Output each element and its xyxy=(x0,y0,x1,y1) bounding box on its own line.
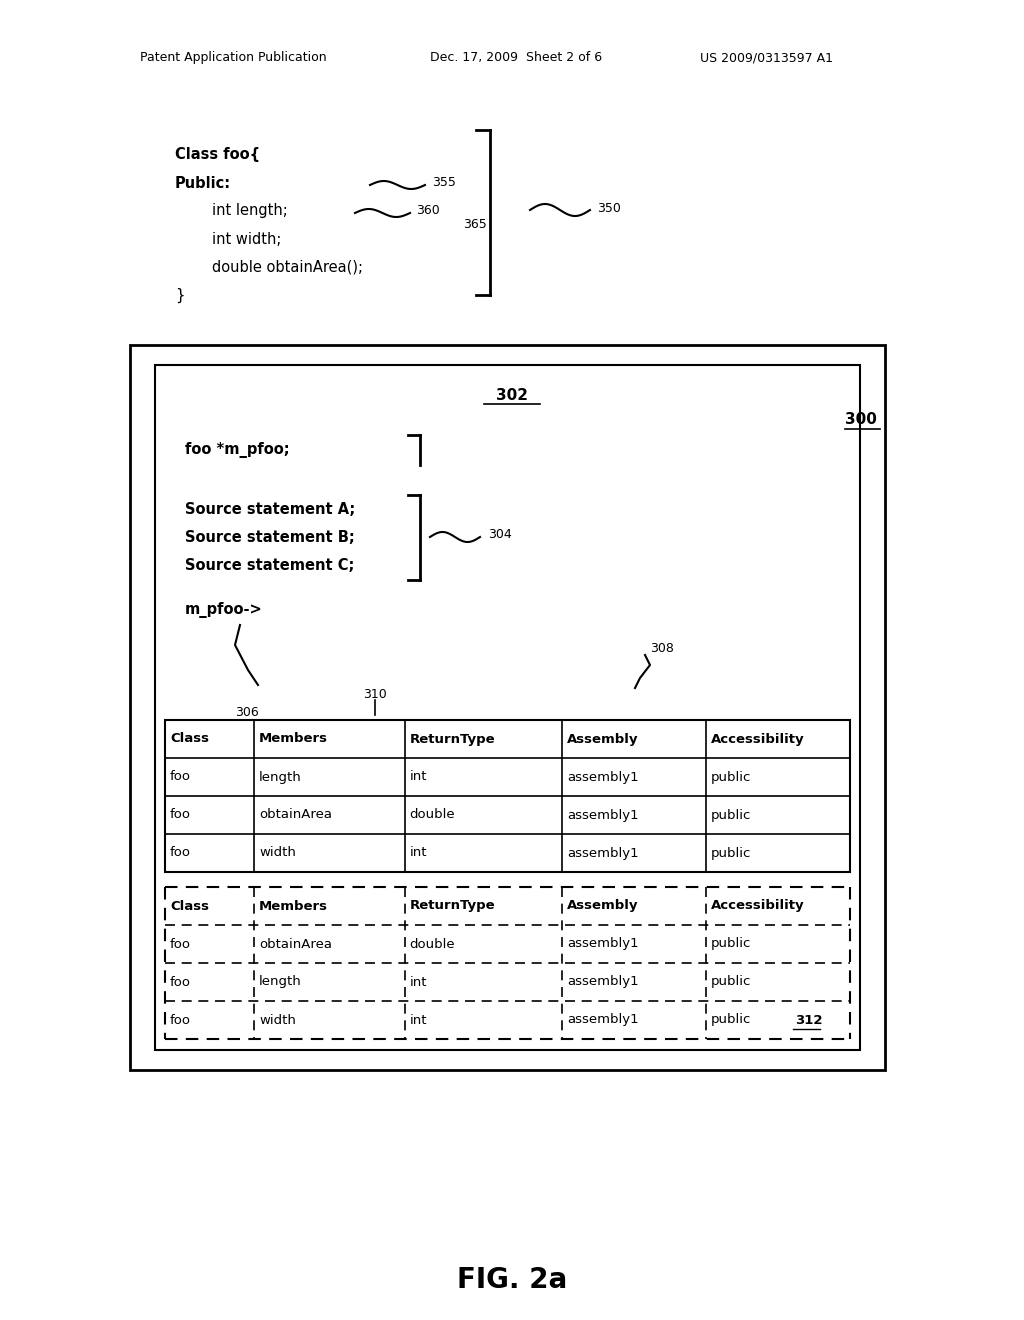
Text: 306: 306 xyxy=(236,706,259,719)
Text: assembly1: assembly1 xyxy=(567,808,639,821)
Text: Members: Members xyxy=(259,733,328,746)
Text: }: } xyxy=(175,288,184,302)
Text: assembly1: assembly1 xyxy=(567,937,639,950)
Text: 304: 304 xyxy=(488,528,512,541)
Bar xyxy=(130,345,885,1071)
Text: width: width xyxy=(259,846,296,859)
Text: ReturnType: ReturnType xyxy=(410,733,496,746)
Text: Patent Application Publication: Patent Application Publication xyxy=(140,51,327,65)
Text: assembly1: assembly1 xyxy=(567,1014,639,1027)
Text: Class foo{: Class foo{ xyxy=(175,148,260,162)
Text: public: public xyxy=(711,975,752,989)
Text: assembly1: assembly1 xyxy=(567,975,639,989)
Text: 312: 312 xyxy=(795,1014,822,1027)
Text: int: int xyxy=(410,846,427,859)
Text: int: int xyxy=(410,975,427,989)
Text: Accessibility: Accessibility xyxy=(711,899,805,912)
Text: Accessibility: Accessibility xyxy=(711,733,805,746)
Text: Class: Class xyxy=(170,899,209,912)
Text: 350: 350 xyxy=(597,202,621,214)
Text: foo: foo xyxy=(170,1014,191,1027)
Text: int: int xyxy=(410,771,427,784)
Text: assembly1: assembly1 xyxy=(567,771,639,784)
Text: length: length xyxy=(259,975,302,989)
Text: foo: foo xyxy=(170,808,191,821)
Text: 310: 310 xyxy=(364,689,387,701)
Text: Members: Members xyxy=(259,899,328,912)
Text: assembly1: assembly1 xyxy=(567,846,639,859)
Text: foo: foo xyxy=(170,846,191,859)
Text: m_pfoo->: m_pfoo-> xyxy=(185,602,263,618)
Text: double obtainArea();: double obtainArea(); xyxy=(175,260,362,275)
Text: ReturnType: ReturnType xyxy=(410,899,496,912)
Text: 360: 360 xyxy=(416,205,439,218)
Text: US 2009/0313597 A1: US 2009/0313597 A1 xyxy=(700,51,833,65)
Text: int width;: int width; xyxy=(175,231,282,247)
Text: width: width xyxy=(259,1014,296,1027)
Text: Dec. 17, 2009  Sheet 2 of 6: Dec. 17, 2009 Sheet 2 of 6 xyxy=(430,51,602,65)
Text: double: double xyxy=(410,937,456,950)
Text: length: length xyxy=(259,771,302,784)
Text: public: public xyxy=(711,846,752,859)
Text: public: public xyxy=(711,808,752,821)
Text: 302: 302 xyxy=(496,388,528,403)
Text: public: public xyxy=(711,1014,752,1027)
Text: Source statement B;: Source statement B; xyxy=(185,531,354,545)
Text: obtainArea: obtainArea xyxy=(259,808,332,821)
Text: foo: foo xyxy=(170,937,191,950)
Text: foo: foo xyxy=(170,975,191,989)
Text: 355: 355 xyxy=(432,177,456,190)
Text: double: double xyxy=(410,808,456,821)
Bar xyxy=(165,719,850,873)
Text: int length;: int length; xyxy=(175,203,288,219)
Text: public: public xyxy=(711,937,752,950)
Text: Source statement C;: Source statement C; xyxy=(185,558,354,573)
Text: FIG. 2a: FIG. 2a xyxy=(457,1266,567,1294)
Text: public: public xyxy=(711,771,752,784)
Text: int: int xyxy=(410,1014,427,1027)
Text: obtainArea: obtainArea xyxy=(259,937,332,950)
Bar xyxy=(155,366,860,1049)
Text: foo: foo xyxy=(170,771,191,784)
Text: foo *m_pfoo;: foo *m_pfoo; xyxy=(185,442,290,458)
Text: Source statement A;: Source statement A; xyxy=(185,503,355,517)
Text: 300: 300 xyxy=(845,412,877,428)
Text: 365: 365 xyxy=(463,219,486,231)
Text: Public:: Public: xyxy=(175,176,231,190)
Text: Assembly: Assembly xyxy=(567,899,639,912)
Text: Class: Class xyxy=(170,733,209,746)
Text: 308: 308 xyxy=(650,642,674,655)
Text: Assembly: Assembly xyxy=(567,733,639,746)
